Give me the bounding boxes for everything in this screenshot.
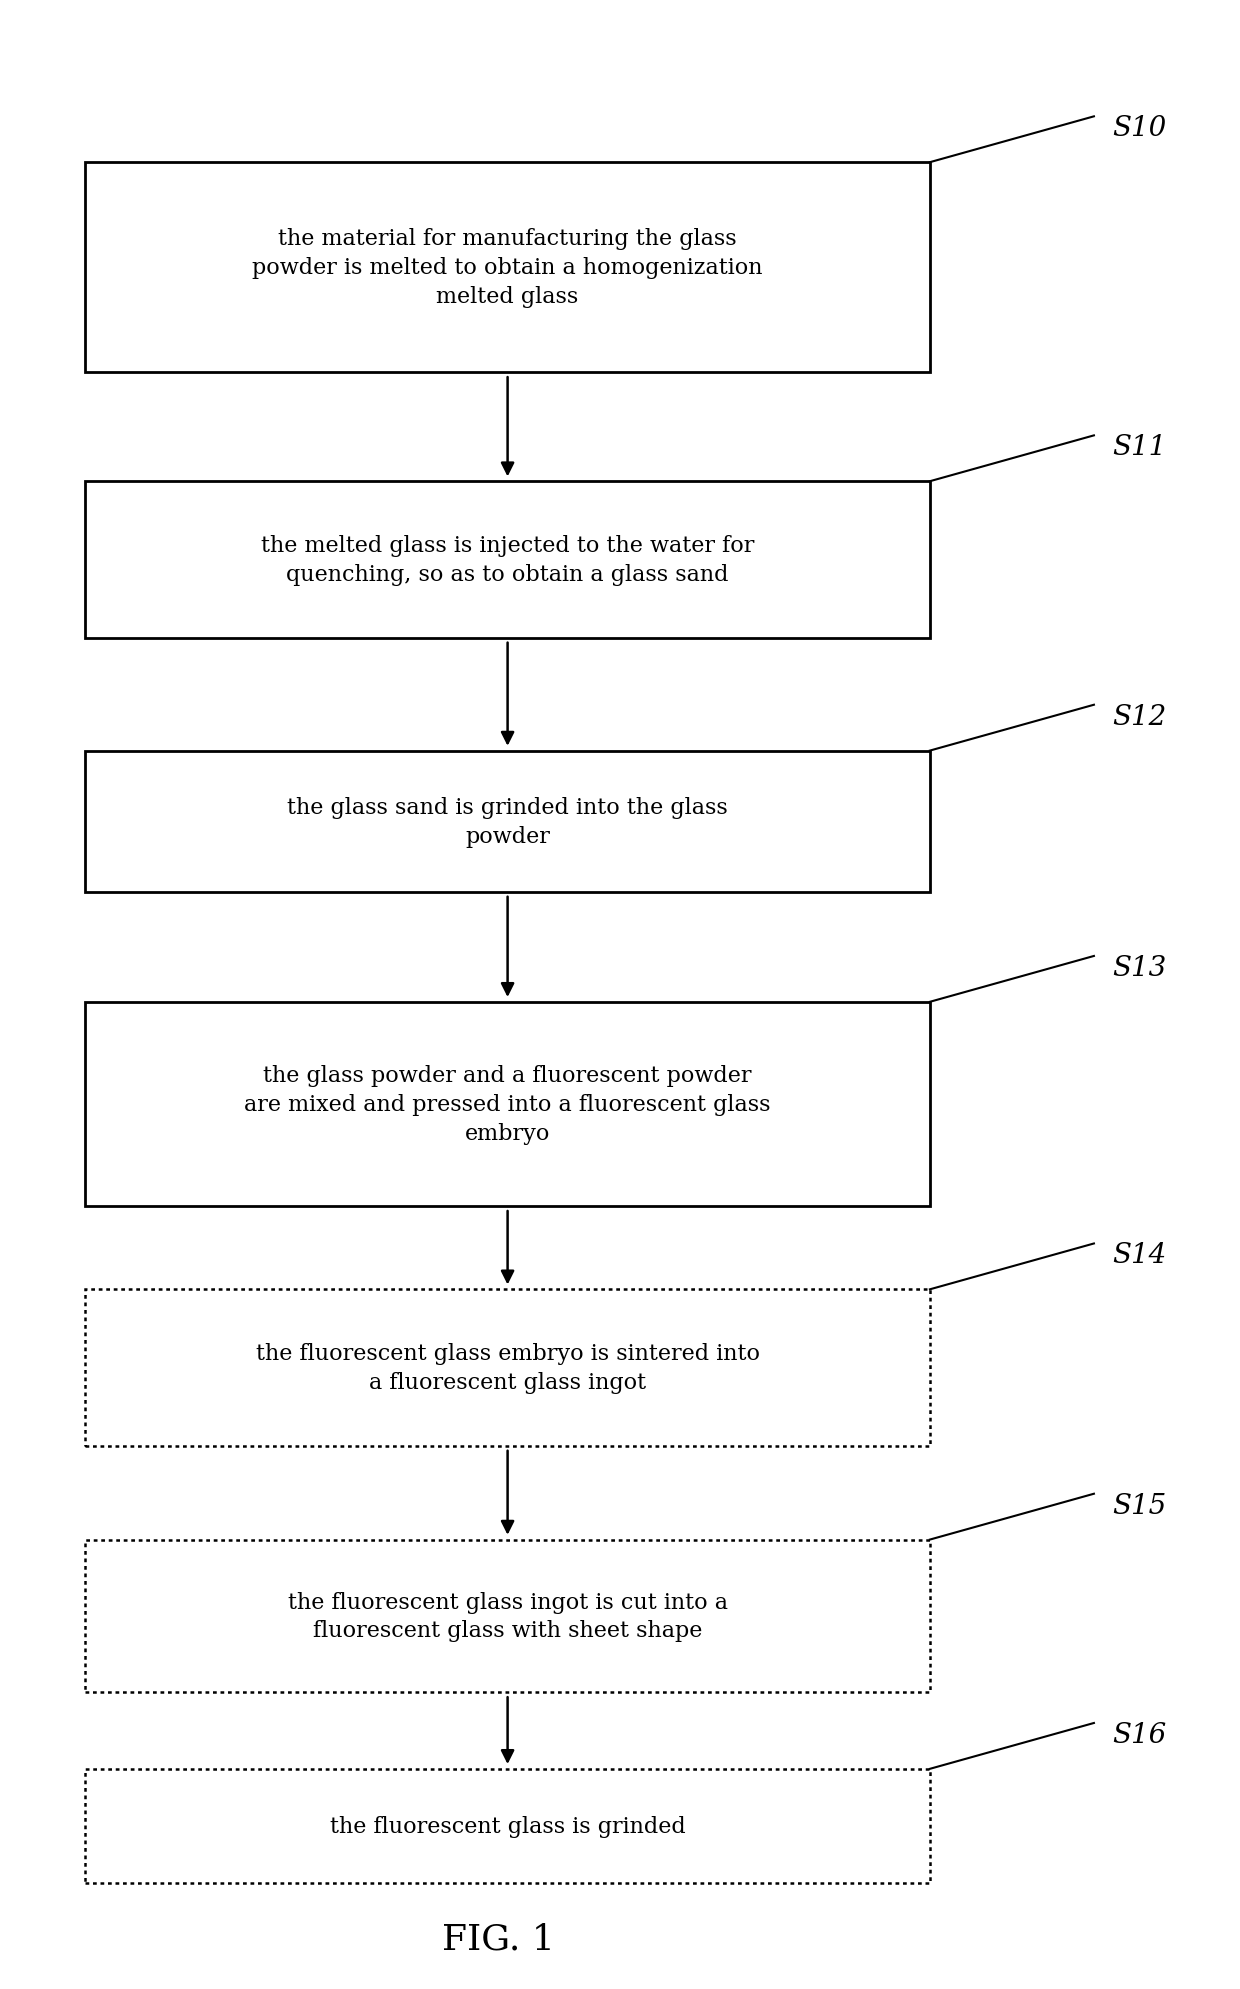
Text: S16: S16 — [1112, 1720, 1167, 1748]
Text: the material for manufacturing the glass
powder is melted to obtain a homogeniza: the material for manufacturing the glass… — [253, 229, 763, 308]
Text: the glass powder and a fluorescent powder
are mixed and pressed into a fluoresce: the glass powder and a fluorescent powde… — [244, 1064, 771, 1144]
Bar — [86, 1768, 930, 1884]
Text: S11: S11 — [1112, 434, 1167, 461]
Bar — [86, 163, 930, 374]
Bar — [86, 1002, 930, 1207]
Text: FIG. 1: FIG. 1 — [441, 1921, 556, 1955]
Text: the fluorescent glass embryo is sintered into
a fluorescent glass ingot: the fluorescent glass embryo is sintered… — [255, 1343, 760, 1394]
Text: the melted glass is injected to the water for
quenching, so as to obtain a glass: the melted glass is injected to the wate… — [260, 535, 754, 585]
Bar — [86, 752, 930, 893]
Bar — [86, 1289, 930, 1446]
Text: S12: S12 — [1112, 704, 1167, 730]
Text: the fluorescent glass is grinded: the fluorescent glass is grinded — [330, 1816, 686, 1838]
Text: S10: S10 — [1112, 115, 1167, 143]
Text: the fluorescent glass ingot is cut into a
fluorescent glass with sheet shape: the fluorescent glass ingot is cut into … — [288, 1591, 728, 1641]
Text: S15: S15 — [1112, 1492, 1167, 1520]
Bar — [86, 481, 930, 638]
Text: S13: S13 — [1112, 955, 1167, 981]
Text: the glass sand is grinded into the glass
powder: the glass sand is grinded into the glass… — [288, 796, 728, 847]
Bar — [86, 1539, 930, 1693]
Text: S14: S14 — [1112, 1241, 1167, 1269]
